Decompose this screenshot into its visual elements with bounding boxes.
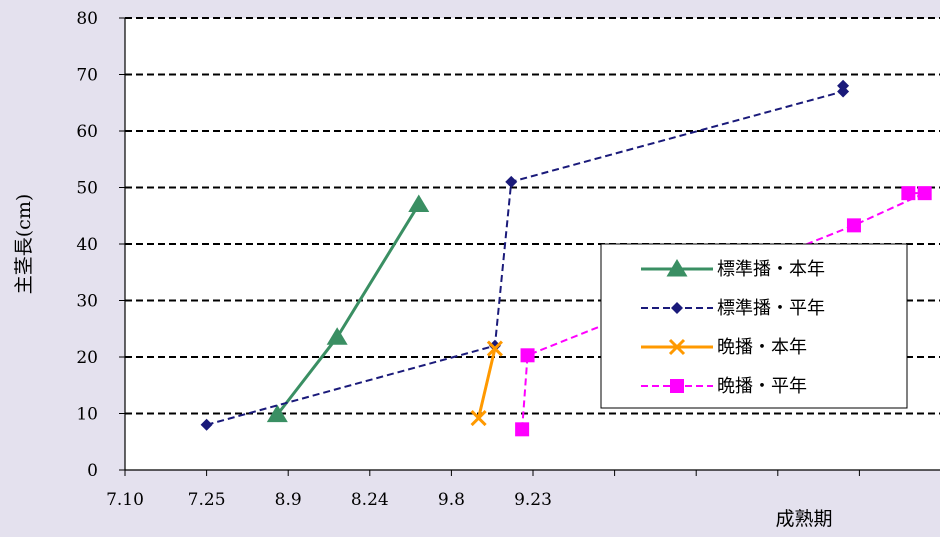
series-square [515, 186, 932, 437]
diamond-marker [488, 339, 501, 352]
y-axis-title: 主茎長(cm) [13, 194, 35, 294]
series-layer [200, 79, 932, 437]
y-tick-label: 50 [76, 179, 98, 199]
legend-box [600, 243, 908, 409]
square-marker [846, 218, 861, 233]
y-tick-label: 10 [76, 405, 98, 425]
legend-label: 標準播・本年 [717, 259, 825, 280]
y-axis-ticks: 0 10 20 30 40 50 60 70 80 [76, 9, 125, 481]
y-tick-label: 0 [87, 461, 98, 481]
x-axis-ticks: 7.10 7.25 8.9 8.24 9.8 9.23 [106, 470, 860, 510]
y-tick-label: 80 [76, 9, 98, 29]
x-tick-label: 8.24 [351, 490, 389, 510]
series-triangle [266, 194, 430, 423]
series-line [477, 348, 497, 419]
series-x [470, 340, 503, 427]
diamond-marker [505, 175, 518, 188]
x-marker [668, 338, 686, 356]
square-marker [670, 379, 684, 393]
triangle-marker [666, 259, 688, 277]
x-tick-label: 9.23 [514, 490, 552, 510]
x-marker [486, 340, 503, 357]
x-axis-title: 成熟期 [775, 508, 832, 530]
square-marker [917, 186, 932, 201]
diamond-marker [837, 79, 850, 92]
x-tick-label: 8.9 [275, 490, 302, 510]
triangle-marker [408, 194, 430, 212]
y-tick-label: 60 [76, 122, 98, 142]
square-marker [520, 348, 535, 363]
square-marker [515, 422, 530, 437]
legend-label: 晩播・本年 [717, 337, 807, 358]
y-tick-label: 20 [76, 348, 98, 368]
legend-label: 晩播・平年 [717, 376, 807, 397]
diamond-marker [200, 418, 213, 431]
x-marker [470, 409, 487, 427]
diamond-marker [671, 302, 683, 314]
square-marker [901, 186, 916, 201]
legend-label: 標準播・平年 [717, 298, 825, 319]
y-tick-label: 40 [76, 235, 98, 255]
x-tick-label: 9.8 [438, 490, 465, 510]
x-tick-label: 7.25 [188, 490, 226, 510]
x-tick-label: 7.10 [106, 490, 144, 510]
triangle-marker [266, 404, 288, 423]
y-tick-label: 30 [76, 292, 98, 312]
series-diamond [200, 79, 850, 431]
triangle-marker [326, 327, 348, 345]
y-tick-label: 70 [76, 66, 98, 86]
